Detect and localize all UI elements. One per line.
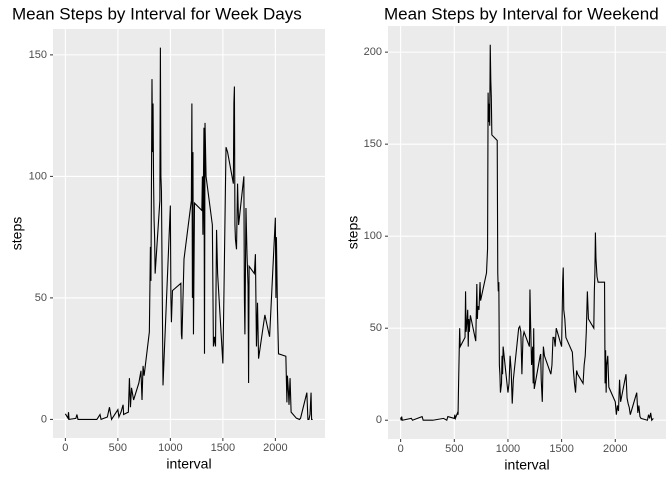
data-line xyxy=(400,44,654,422)
y-tick-label: 150 xyxy=(29,49,47,61)
plot-background xyxy=(53,29,325,438)
x-tick-label: 500 xyxy=(109,442,127,454)
x-tick-label: 500 xyxy=(445,443,463,455)
y-tick-label: 0 xyxy=(41,413,47,425)
plot-background xyxy=(388,26,666,439)
x-tick-label: 0 xyxy=(62,442,68,454)
y-tick-label: 0 xyxy=(376,414,382,426)
y-axis-title: steps xyxy=(345,216,361,249)
y-tick-label: 50 xyxy=(370,322,382,334)
x-axis-title: interval xyxy=(504,457,549,473)
y-tick-label: 50 xyxy=(35,292,47,304)
y-tick-label: 150 xyxy=(364,138,382,150)
x-tick-label: 1000 xyxy=(496,443,520,455)
x-tick-label: 2000 xyxy=(263,442,287,454)
x-tick-label: 0 xyxy=(398,443,404,455)
x-tick-label: 1000 xyxy=(158,442,182,454)
x-tick-label: 2000 xyxy=(603,443,627,455)
y-tick-label: 100 xyxy=(29,170,47,182)
y-tick-label: 200 xyxy=(364,46,382,58)
y-axis-title: steps xyxy=(9,217,25,250)
x-tick-label: 1500 xyxy=(549,443,573,455)
x-tick-label: 1500 xyxy=(211,442,235,454)
data-line xyxy=(64,47,313,421)
chart-title: Mean Steps by Interval for Weekend xyxy=(384,4,659,23)
x-axis-title: interval xyxy=(166,456,211,472)
y-tick-label: 100 xyxy=(364,230,382,242)
chart-title: Mean Steps by Interval for Week Days xyxy=(12,4,302,23)
